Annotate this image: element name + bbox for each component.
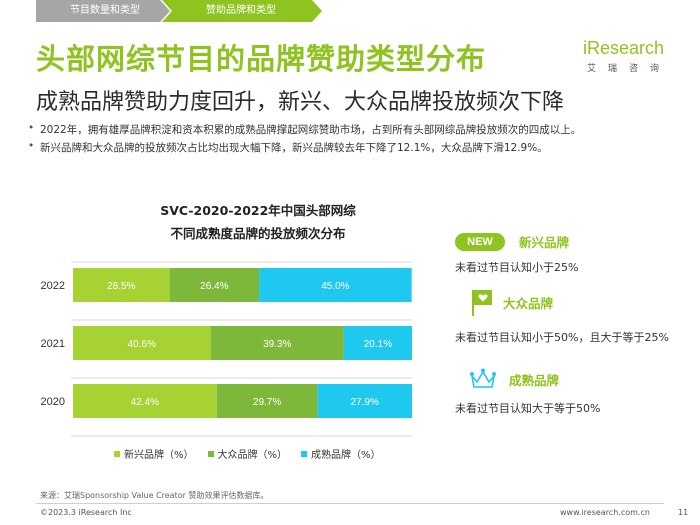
panel-new-brand: NEW 新兴品牌 未看过节目认知小于25% <box>455 232 578 275</box>
iresearch-logo: iResearch 艾 瑞 咨 询 <box>583 38 665 74</box>
legend-item-mass: 大众品牌（%） <box>207 446 288 461</box>
new-badge-icon: NEW <box>455 232 505 251</box>
bar-segment <box>169 268 260 302</box>
logo-char: 咨 <box>628 64 638 74</box>
legend-swatch <box>207 450 214 457</box>
crown-icon <box>470 368 496 388</box>
logo-char: 询 <box>649 64 659 74</box>
tab-sponsor-brands[interactable]: 赞助品牌和类型 <box>162 0 322 22</box>
bullet-dot-icon: • <box>28 122 35 134</box>
panel-label-new: 新兴品牌 <box>519 235 570 250</box>
logo-wordmark: iResearch <box>583 38 665 58</box>
legend-swatch <box>114 450 120 457</box>
footer-url[interactable]: www.iresearch.com.cn <box>560 508 650 517</box>
page-title: 头部网综节目的品牌赞助类型分布 <box>36 42 487 76</box>
panel-desc-mass: 未看过节目认知小于50%，且大于等于25% <box>455 331 669 344</box>
y-tick-label: 2020 <box>41 396 65 408</box>
data-label: 27.9% <box>351 397 379 408</box>
panel-desc-new: 未看过节目认知小于25% <box>455 261 579 274</box>
bar-segment <box>73 384 217 418</box>
bullet-list: • 2022年，拥有雄厚品牌积淀和资本积累的成熟品牌撑起网综赞助市场，占到所有头… <box>28 122 581 158</box>
data-label: 20.1% <box>364 339 392 350</box>
bar-segment <box>210 326 344 360</box>
bar-segment <box>216 384 318 418</box>
data-label: 42.4% <box>131 397 159 408</box>
logo-chinese: 艾 瑞 咨 询 <box>583 61 663 74</box>
legend-label: 新兴品牌（%） <box>124 450 194 461</box>
footer-divider <box>36 503 664 504</box>
section-tabs: 节目数量和类型 赞助品牌和类型 <box>36 0 322 22</box>
chart-legend: 新兴品牌（%） 大众品牌（%） 成熟品牌（%） <box>114 446 395 461</box>
data-label: 26.4% <box>200 281 228 292</box>
panel-label-mass: 大众品牌 <box>503 295 554 311</box>
panel-desc-mature: 未看过节目认知大于等于50% <box>455 402 601 415</box>
y-tick-label: 2022 <box>41 280 65 292</box>
chart-subtitle: 不同成熟度品牌的投放频次分布 <box>170 226 346 241</box>
data-label: 39.3% <box>263 339 291 350</box>
legend-label: 大众品牌（%） <box>217 450 288 461</box>
bar-segment <box>73 326 211 360</box>
bullet-dot-icon: • <box>28 140 35 152</box>
panel-label-mature: 成熟品牌 <box>509 372 560 388</box>
bar-segment <box>317 384 412 418</box>
tab-program-count[interactable]: 节目数量和类型 <box>36 0 170 22</box>
data-label: 29.7% <box>253 397 281 408</box>
logo-char: 艾 <box>587 64 597 74</box>
data-label: 45.0% <box>321 281 349 292</box>
data-label: 40.6% <box>128 339 156 350</box>
bullet-item: • 新兴品牌和大众品牌的投放频次占比均出现大幅下降，新兴品牌较去年下降了12.1… <box>28 140 581 158</box>
panel-mature-brand: 成熟品牌 未看过节目认知大于等于50% <box>455 368 600 416</box>
legend-item-mature: 成熟品牌（%） <box>301 446 381 461</box>
data-label: 28.5% <box>107 281 135 292</box>
legend-item-new: 新兴品牌（%） <box>114 446 194 461</box>
y-tick-label: 2021 <box>41 338 65 350</box>
legend-label: 成熟品牌（%） <box>311 450 381 461</box>
bullet-text: 新兴品牌和大众品牌的投放频次占比均出现大幅下降，新兴品牌较去年下降了12.1%，… <box>40 142 548 154</box>
footer-copyright: ©2023.3 iResearch Inc <box>40 508 132 517</box>
page-number: 11 <box>678 508 689 517</box>
legend-swatch <box>301 450 308 457</box>
heart-flag-icon <box>472 290 492 316</box>
chart-title: SVC-2020-2022年中国头部网综 <box>160 203 356 218</box>
source-note: 来源：艾瑞Sponsorship Value Creator 赞助效果评估数据库… <box>40 491 269 500</box>
bullet-item: • 2022年，拥有雄厚品牌积淀和资本积累的成熟品牌撑起网综赞助市场，占到所有头… <box>28 122 581 140</box>
bar-segment <box>343 326 412 360</box>
bar-segment <box>73 268 170 302</box>
logo-char: 瑞 <box>607 64 617 74</box>
panel-mass-brand: 大众品牌 未看过节目认知小于50%，且大于等于25% <box>455 288 669 345</box>
bullet-text: 2022年，拥有雄厚品牌积淀和资本积累的成熟品牌撑起网综赞助市场，占到所有头部网… <box>40 124 582 136</box>
page-subtitle: 成熟品牌赞助力度回升，新兴、大众品牌投放频次下降 <box>36 90 565 115</box>
bar-segment <box>259 268 412 302</box>
